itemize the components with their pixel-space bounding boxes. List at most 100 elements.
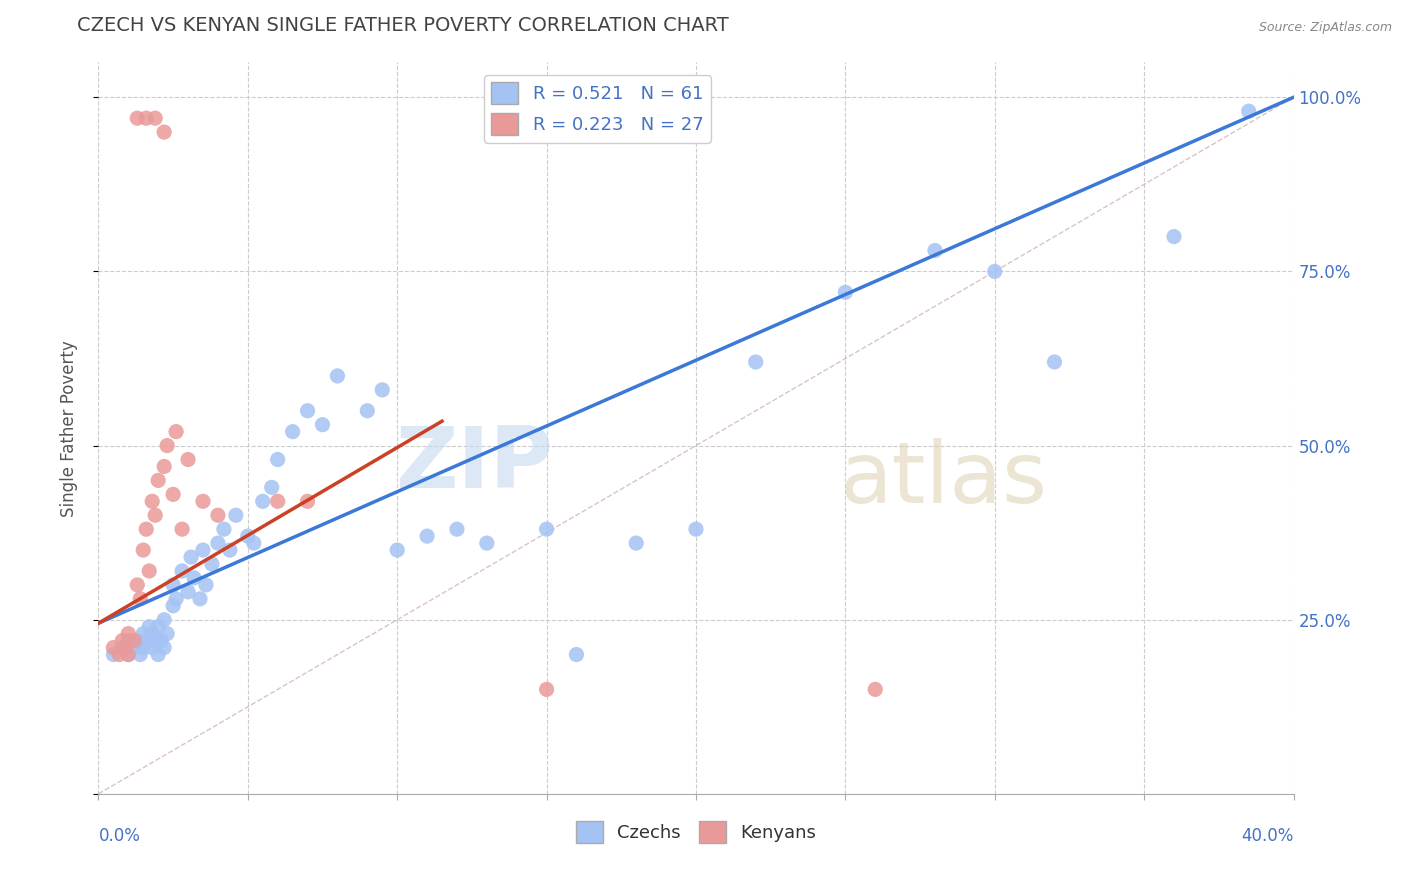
Point: [117, 633, 139, 648]
Point: [148, 474, 170, 488]
Point: [201, 557, 224, 571]
Point: [143, 508, 166, 523]
Point: [326, 368, 349, 383]
Point: [143, 633, 166, 648]
Point: [138, 564, 160, 578]
Point: [225, 508, 247, 523]
Text: Source: ZipAtlas.com: Source: ZipAtlas.com: [1258, 21, 1392, 34]
Point: [219, 543, 242, 558]
Point: [143, 111, 166, 125]
Point: [141, 494, 163, 508]
Point: [132, 626, 155, 640]
Point: [141, 640, 163, 655]
Point: [177, 452, 200, 467]
Point: [626, 536, 648, 550]
Text: 0.0%: 0.0%: [98, 828, 141, 846]
Point: [150, 633, 173, 648]
Point: [243, 536, 266, 550]
Point: [138, 620, 160, 634]
Point: [212, 522, 235, 536]
Point: [183, 571, 205, 585]
Point: [135, 522, 157, 536]
Point: [132, 640, 155, 655]
Point: [207, 508, 229, 523]
Point: [148, 648, 170, 662]
Point: [127, 111, 149, 125]
Y-axis label: Single Father Poverty: Single Father Poverty: [59, 340, 77, 516]
Point: [1043, 355, 1066, 369]
Point: [311, 417, 333, 432]
Point: [356, 403, 378, 417]
Point: [924, 244, 946, 258]
Point: [565, 648, 588, 662]
Point: [195, 578, 218, 592]
Point: [1237, 104, 1260, 119]
Point: [156, 439, 179, 453]
Legend: Czechs, Kenyans: Czechs, Kenyans: [568, 814, 824, 851]
Point: [141, 626, 163, 640]
Point: [297, 403, 319, 417]
Point: [260, 480, 283, 494]
Point: [236, 529, 259, 543]
Point: [148, 620, 170, 634]
Point: [129, 591, 152, 606]
Point: [129, 648, 152, 662]
Point: [114, 640, 136, 655]
Point: [153, 459, 176, 474]
Point: [165, 425, 187, 439]
Point: [207, 536, 229, 550]
Point: [267, 494, 290, 508]
Point: [162, 578, 184, 592]
Point: [371, 383, 394, 397]
Point: [153, 613, 176, 627]
Point: [416, 529, 439, 543]
Point: [108, 648, 131, 662]
Point: [117, 648, 139, 662]
Point: [103, 640, 125, 655]
Point: [834, 285, 856, 300]
Point: [475, 536, 498, 550]
Point: [117, 626, 139, 640]
Point: [685, 522, 707, 536]
Text: ZIP: ZIP: [395, 423, 553, 507]
Point: [191, 543, 214, 558]
Point: [111, 640, 134, 655]
Point: [180, 549, 202, 564]
Text: CZECH VS KENYAN SINGLE FATHER POVERTY CORRELATION CHART: CZECH VS KENYAN SINGLE FATHER POVERTY CO…: [77, 16, 730, 35]
Point: [177, 585, 200, 599]
Text: atlas: atlas: [839, 438, 1047, 521]
Point: [153, 640, 176, 655]
Point: [124, 640, 146, 655]
Point: [267, 452, 290, 467]
Point: [172, 564, 194, 578]
Point: [281, 425, 304, 439]
Point: [135, 633, 157, 648]
Point: [103, 648, 125, 662]
Point: [191, 494, 214, 508]
Point: [117, 648, 139, 662]
Point: [153, 125, 176, 139]
Point: [124, 633, 146, 648]
Point: [156, 626, 179, 640]
Text: 40.0%: 40.0%: [1241, 828, 1294, 846]
Point: [1163, 229, 1185, 244]
Point: [111, 633, 134, 648]
Point: [135, 111, 157, 125]
Point: [984, 264, 1007, 278]
Point: [865, 682, 887, 697]
Point: [172, 522, 194, 536]
Point: [127, 578, 149, 592]
Point: [536, 522, 558, 536]
Point: [745, 355, 768, 369]
Point: [536, 682, 558, 697]
Point: [446, 522, 468, 536]
Point: [165, 591, 187, 606]
Point: [162, 599, 184, 613]
Point: [297, 494, 319, 508]
Point: [188, 591, 211, 606]
Point: [132, 543, 155, 558]
Point: [127, 633, 149, 648]
Point: [252, 494, 274, 508]
Point: [385, 543, 409, 558]
Point: [162, 487, 184, 501]
